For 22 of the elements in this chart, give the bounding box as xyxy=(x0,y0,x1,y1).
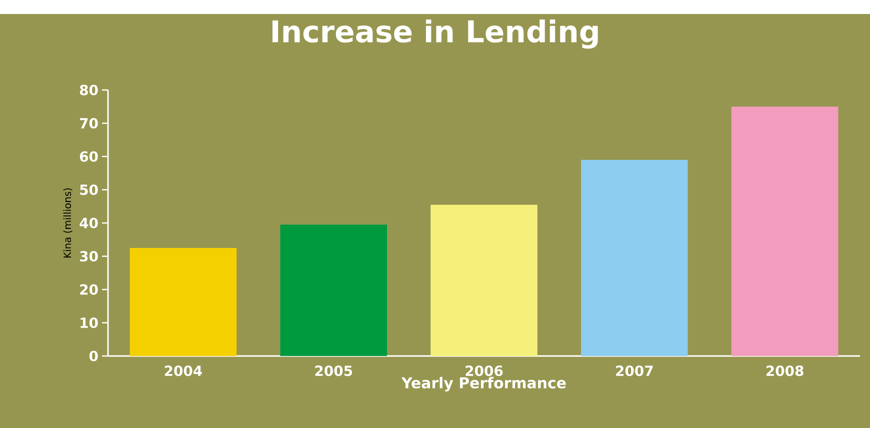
y-tick-label: 50 xyxy=(80,184,98,196)
y-tick-label: 60 xyxy=(80,151,98,162)
x-tick-label: 2008 xyxy=(766,366,804,376)
chart-title: Increase in Lending xyxy=(272,20,598,49)
x-tick-label: 2007 xyxy=(616,366,653,376)
y-tick-label: 70 xyxy=(80,118,98,129)
bar xyxy=(581,160,688,356)
y-tick-label: 30 xyxy=(80,250,98,262)
y-tick-label: 10 xyxy=(80,317,98,328)
y-tick-label: 80 xyxy=(80,84,98,96)
bar xyxy=(430,204,538,356)
y-tick-label: 20 xyxy=(80,284,98,295)
y-axis-title: Kina (millions) xyxy=(63,188,72,258)
x-tick-label: 2005 xyxy=(315,366,352,376)
x-tick-label: 2004 xyxy=(164,366,202,376)
bar xyxy=(280,224,387,356)
y-tick-label: 0 xyxy=(89,350,98,362)
bar xyxy=(130,248,237,356)
y-tick-label: 40 xyxy=(80,218,98,228)
x-axis-title: Yearly Performance xyxy=(401,376,566,392)
bar xyxy=(731,106,838,356)
x-tick-label: 2006 xyxy=(466,366,503,376)
